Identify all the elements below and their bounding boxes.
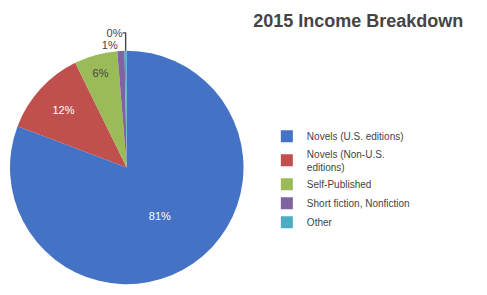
- svg-text:Other: Other: [307, 217, 333, 228]
- svg-text:1%: 1%: [102, 39, 118, 51]
- svg-text:Self-Published: Self-Published: [307, 179, 371, 190]
- svg-text:12%: 12%: [52, 104, 74, 116]
- svg-text:81%: 81%: [149, 210, 171, 222]
- svg-text:Short fiction, Nonfiction: Short fiction, Nonfiction: [307, 198, 410, 209]
- svg-text:6%: 6%: [93, 67, 109, 79]
- svg-text:Novels (U.S. editions): Novels (U.S. editions): [307, 131, 404, 142]
- svg-text:2015 Income Breakdown: 2015 Income Breakdown: [253, 11, 463, 31]
- svg-text:Novels (Non-U.S.editions): Novels (Non-U.S.editions): [307, 149, 385, 173]
- svg-text:0%: 0%: [107, 27, 123, 39]
